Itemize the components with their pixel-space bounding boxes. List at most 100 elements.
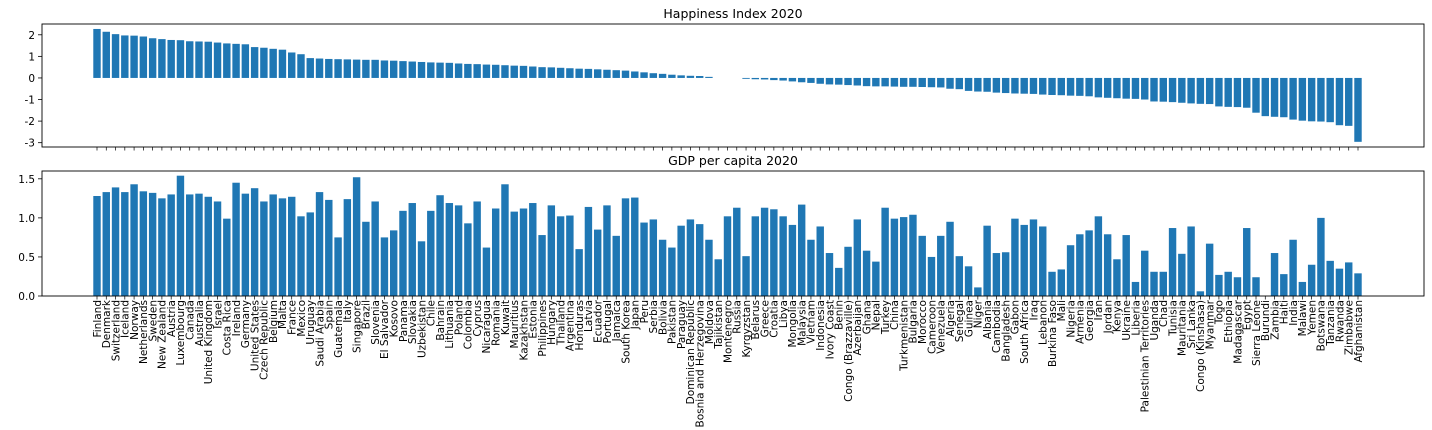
country-tick-label: Costa Rica — [222, 300, 234, 356]
country-tick-label: Gabon — [1010, 300, 1022, 334]
happiness-bar — [1243, 77, 1251, 108]
happiness-y-tick-label: -1 — [25, 95, 35, 107]
happiness-bar — [389, 60, 398, 78]
gdp-bar — [408, 203, 416, 296]
gdp-bar — [825, 253, 834, 296]
happiness-bar — [1020, 77, 1028, 94]
happiness-bar — [325, 58, 333, 78]
gdp-bar — [121, 192, 129, 296]
happiness-bar — [1122, 77, 1130, 99]
happiness-bar — [491, 64, 500, 78]
gdp-bar — [566, 215, 574, 296]
gdp-bar — [723, 216, 732, 296]
country-tick-label: Iraq — [1028, 300, 1040, 321]
gdp-bar — [584, 206, 593, 296]
country-tick-label: Vietnam — [806, 300, 818, 344]
country-tick-label: Slovenia — [370, 300, 382, 345]
country-tick-label: New Zealand — [157, 300, 169, 369]
gdp-bar — [1326, 260, 1334, 296]
happiness-bar — [427, 62, 435, 78]
gdp-chart-title: GDP per capita 2020 — [668, 153, 798, 168]
happiness-bar — [260, 47, 268, 78]
gdp-bar — [937, 235, 945, 296]
gdp-bar — [760, 207, 769, 296]
gdp-bar — [334, 237, 342, 296]
country-tick-label: Italy — [342, 300, 354, 323]
gdp-bar — [148, 192, 157, 296]
gdp-bar — [1354, 273, 1362, 296]
country-tick-label: Turkey — [880, 300, 892, 335]
country-tick-label: Nepal — [871, 300, 883, 330]
gdp-bar — [288, 196, 296, 296]
gdp-bar — [1048, 271, 1056, 296]
country-tick-label: Spain — [324, 300, 336, 329]
country-tick-label: Rwanda — [1334, 300, 1346, 342]
country-tick-label: Croatia — [769, 300, 781, 338]
gdp-bar — [130, 184, 138, 296]
happiness-bar — [695, 76, 704, 78]
gdp-bar — [816, 226, 824, 296]
gdp-bars — [93, 175, 1362, 296]
happiness-y-tick-label: -2 — [25, 116, 35, 128]
gdp-bar — [1307, 264, 1316, 296]
country-tick-label: Pakistan — [667, 300, 679, 344]
country-tick-label: Chad — [1158, 300, 1170, 327]
gdp-bar — [1270, 253, 1279, 296]
gdp-bar — [714, 259, 722, 296]
country-tick-label: Botswana — [1316, 300, 1328, 351]
happiness-bar — [1224, 77, 1232, 107]
happiness-bar — [1261, 77, 1269, 117]
happiness-bar — [853, 77, 862, 86]
happiness-bar — [121, 35, 129, 78]
country-tick-label: Serbia — [648, 300, 660, 333]
gdp-bar — [111, 187, 120, 296]
country-tick-label: Colombia — [463, 300, 475, 349]
happiness-chart: Happiness Index 2020 -3 -2 -1 0 1 2 — [25, 6, 1425, 151]
gdp-bar — [482, 247, 491, 296]
country-tick-label: Tunisia — [1167, 300, 1179, 337]
country-tick-label: Bangladesh — [1000, 300, 1012, 362]
happiness-bar — [1270, 77, 1279, 117]
happiness-bar — [807, 77, 815, 83]
happiness-bar — [1085, 77, 1093, 97]
happiness-bar — [1039, 77, 1047, 95]
gdp-bar — [380, 237, 389, 296]
gdp-bar — [556, 216, 565, 296]
country-tick-label: Mexico — [296, 300, 308, 337]
gdp-bar — [519, 208, 528, 296]
gdp-bar — [297, 216, 305, 296]
happiness-bar — [445, 62, 454, 78]
country-tick-label: Morocco — [917, 300, 929, 344]
gdp-bar — [658, 239, 667, 296]
gdp-bar — [1029, 219, 1038, 296]
country-tick-label: Belgium — [268, 300, 280, 343]
happiness-bar — [1168, 77, 1177, 103]
happiness-bar — [436, 62, 444, 78]
happiness-bar — [881, 77, 889, 87]
country-tick-label: Malawi — [1297, 300, 1309, 336]
gdp-bar — [788, 224, 797, 296]
country-tick-label: Argentina — [565, 300, 577, 351]
happiness-bar — [464, 63, 472, 78]
gdp-bar — [491, 208, 500, 296]
country-tick-label: Brazil — [361, 300, 373, 329]
happiness-bar — [918, 77, 926, 88]
country-tick-label: Bahrain — [435, 300, 447, 341]
country-tick-label: Congo (Kinshasa) — [1195, 300, 1207, 392]
happiness-bar — [964, 77, 973, 91]
gdp-bar — [1057, 269, 1066, 296]
country-tick-label: Lebanon — [1038, 300, 1050, 345]
gdp-bar — [797, 204, 806, 296]
happiness-bar — [362, 59, 370, 78]
gdp-bar — [538, 235, 546, 296]
gdp-bar — [844, 246, 852, 296]
country-tick-label: Honduras — [574, 300, 586, 351]
country-tick-label: Bosnia and Herzegovina — [694, 300, 706, 428]
gdp-bar — [649, 219, 658, 296]
gdp-bar — [1141, 250, 1149, 296]
gdp-bar — [612, 235, 620, 296]
gdp-bar — [399, 210, 407, 296]
country-tick-label: Singapore — [351, 300, 363, 353]
happiness-bar — [751, 77, 760, 80]
country-tick-label: Japan — [630, 300, 642, 330]
